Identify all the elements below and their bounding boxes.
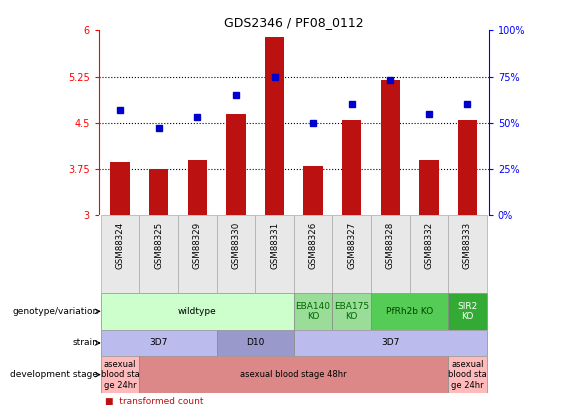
Bar <box>216 215 255 293</box>
Bar <box>458 120 477 215</box>
Text: asexual blood stage 48hr: asexual blood stage 48hr <box>241 370 347 379</box>
Text: GSM88332: GSM88332 <box>424 222 433 269</box>
Text: 3D7: 3D7 <box>381 339 399 347</box>
Text: ■  transformed count: ■ transformed count <box>105 397 203 405</box>
Bar <box>110 162 130 215</box>
Text: EBA140
KO: EBA140 KO <box>295 302 331 321</box>
Bar <box>448 215 487 293</box>
Text: GSM88331: GSM88331 <box>270 222 279 269</box>
Bar <box>381 80 400 215</box>
Bar <box>294 293 332 330</box>
Bar <box>216 330 294 356</box>
Bar <box>371 293 448 330</box>
Bar <box>178 215 216 293</box>
Bar <box>371 215 410 293</box>
Text: 3D7: 3D7 <box>150 339 168 347</box>
Bar <box>410 215 448 293</box>
Bar <box>255 215 294 293</box>
Bar <box>101 330 216 356</box>
Bar <box>294 215 332 293</box>
Text: GSM88330: GSM88330 <box>232 222 240 269</box>
Text: asexual
blood sta
ge 24hr: asexual blood sta ge 24hr <box>448 360 487 390</box>
Text: SIR2
KO: SIR2 KO <box>458 302 477 321</box>
Bar <box>226 113 246 215</box>
Bar <box>419 160 438 215</box>
Text: development stage: development stage <box>11 370 98 379</box>
Bar <box>448 356 487 393</box>
Bar <box>303 166 323 215</box>
Bar <box>140 215 178 293</box>
Bar <box>101 215 140 293</box>
Bar <box>149 169 168 215</box>
Text: GSM88329: GSM88329 <box>193 222 202 269</box>
Text: asexual
blood sta
ge 24hr: asexual blood sta ge 24hr <box>101 360 140 390</box>
Text: wildtype: wildtype <box>178 307 216 316</box>
Text: D10: D10 <box>246 339 264 347</box>
Text: GSM88327: GSM88327 <box>347 222 356 269</box>
Text: strain: strain <box>73 339 98 347</box>
Text: genotype/variation: genotype/variation <box>12 307 98 316</box>
Text: GSM88325: GSM88325 <box>154 222 163 269</box>
Text: GSM88326: GSM88326 <box>308 222 318 269</box>
Text: GSM88324: GSM88324 <box>116 222 125 269</box>
Bar <box>332 215 371 293</box>
Bar <box>342 120 362 215</box>
Text: GSM88328: GSM88328 <box>386 222 395 269</box>
Bar <box>188 160 207 215</box>
Bar <box>101 293 294 330</box>
Text: PfRh2b KO: PfRh2b KO <box>386 307 433 316</box>
Title: GDS2346 / PF08_0112: GDS2346 / PF08_0112 <box>224 16 364 29</box>
Bar <box>332 293 371 330</box>
Bar <box>140 356 448 393</box>
Text: EBA175
KO: EBA175 KO <box>334 302 370 321</box>
Bar <box>448 293 487 330</box>
Bar <box>265 36 284 215</box>
Bar <box>294 330 487 356</box>
Bar <box>101 356 140 393</box>
Text: GSM88333: GSM88333 <box>463 222 472 269</box>
